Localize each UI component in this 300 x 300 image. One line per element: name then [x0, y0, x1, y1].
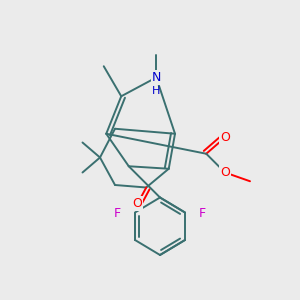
Text: O: O — [133, 197, 142, 210]
Text: F: F — [199, 207, 206, 220]
Text: F: F — [114, 207, 121, 220]
Text: O: O — [220, 131, 230, 144]
Text: N: N — [152, 71, 161, 84]
Text: O: O — [220, 166, 230, 179]
Text: H: H — [152, 86, 160, 96]
